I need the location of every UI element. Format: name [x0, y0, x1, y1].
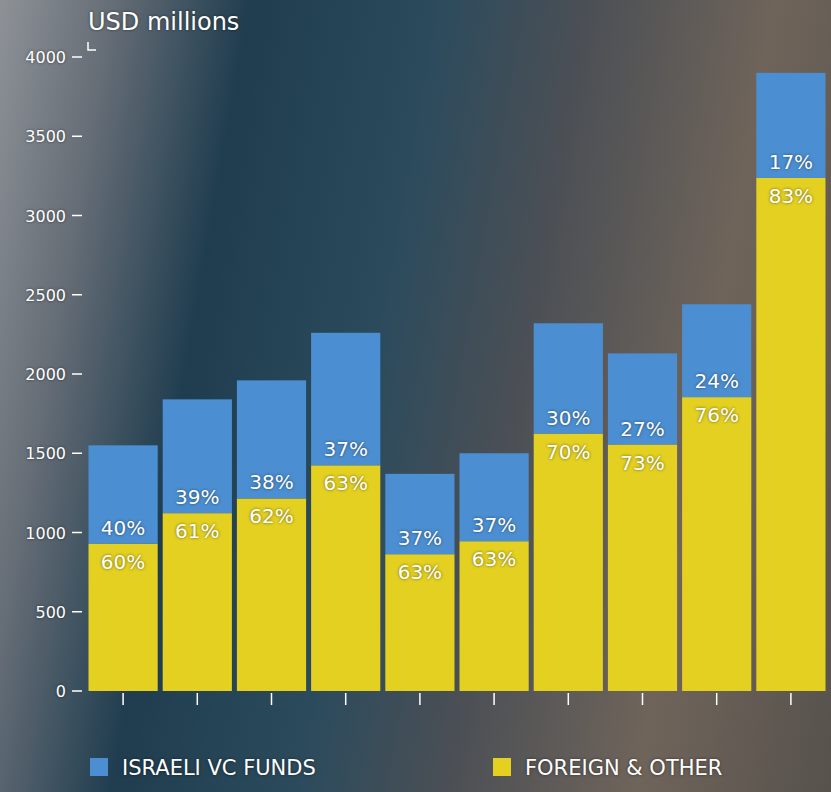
share-label: 27% — [620, 417, 664, 441]
y-tick — [72, 453, 82, 455]
share-label: 70% — [546, 440, 590, 464]
share-label: 37% — [323, 437, 367, 461]
x-tick — [419, 693, 421, 705]
x-tick — [716, 693, 718, 705]
bar — [89, 544, 158, 691]
x-tick — [642, 693, 644, 705]
bar — [385, 474, 454, 554]
y-tick — [72, 56, 82, 58]
bar — [756, 73, 825, 178]
share-label: 73% — [620, 451, 664, 475]
bar — [460, 453, 529, 541]
share-label: 60% — [101, 550, 145, 574]
bar — [311, 465, 380, 691]
bar — [237, 380, 306, 498]
legend-swatch — [493, 758, 511, 776]
y-tick-label: 1500 — [25, 444, 66, 463]
share-label: 24% — [694, 369, 738, 393]
share-label: 39% — [175, 485, 219, 509]
y-tick-label: 3500 — [25, 127, 66, 146]
x-tick — [493, 693, 495, 705]
y-tick-label: 0 — [56, 682, 66, 701]
share-label: 63% — [472, 547, 516, 571]
y-tick-label: 500 — [35, 603, 66, 622]
y-tick-label: 4000 — [25, 48, 66, 67]
y-tick-label: 1000 — [25, 524, 66, 543]
bar — [385, 554, 454, 691]
x-tick — [790, 693, 792, 705]
bar — [89, 445, 158, 543]
bar — [608, 353, 677, 444]
bar — [460, 541, 529, 691]
share-label: 62% — [249, 504, 293, 528]
y-tick — [72, 215, 82, 217]
legend-label: ISRAELI VC FUNDS — [122, 756, 316, 780]
share-label: 76% — [694, 403, 738, 427]
share-label: 17% — [769, 150, 813, 174]
x-tick — [122, 693, 124, 705]
share-label: 38% — [249, 470, 293, 494]
axis-corner — [88, 42, 96, 50]
x-tick — [345, 693, 347, 705]
share-label: 63% — [398, 560, 442, 584]
legend-label: FOREIGN & OTHER — [525, 756, 722, 780]
axis-title: USD millions — [88, 8, 239, 36]
x-tick — [568, 693, 570, 705]
bars — [89, 73, 826, 691]
share-label: 61% — [175, 519, 219, 543]
bar — [534, 434, 603, 691]
chart: USD millions 0 500 1000 1500 2000 2500 3000 3500… — [0, 0, 831, 792]
bar — [682, 304, 751, 397]
y-tick — [72, 294, 82, 296]
bar — [163, 513, 232, 691]
x-tick — [197, 693, 199, 705]
y-tick-label: 2500 — [25, 286, 66, 305]
y-tick — [72, 690, 82, 692]
y-tick — [72, 611, 82, 613]
y-tick-label: 2000 — [25, 365, 66, 384]
bar — [534, 323, 603, 433]
y-tick — [72, 373, 82, 375]
share-label: 83% — [769, 184, 813, 208]
bar — [756, 178, 825, 691]
share-label: 30% — [546, 406, 590, 430]
legend-swatch — [90, 758, 108, 776]
share-label: 40% — [101, 516, 145, 540]
share-label: 37% — [472, 513, 516, 537]
x-tick — [271, 693, 273, 705]
y-tick-label: 3000 — [25, 207, 66, 226]
bar — [237, 498, 306, 691]
share-label: 63% — [323, 471, 367, 495]
y-tick — [72, 532, 82, 534]
share-label: 37% — [398, 526, 442, 550]
bar — [682, 397, 751, 691]
bar — [311, 333, 380, 466]
bar — [163, 399, 232, 513]
bar — [608, 445, 677, 691]
y-tick — [72, 136, 82, 138]
